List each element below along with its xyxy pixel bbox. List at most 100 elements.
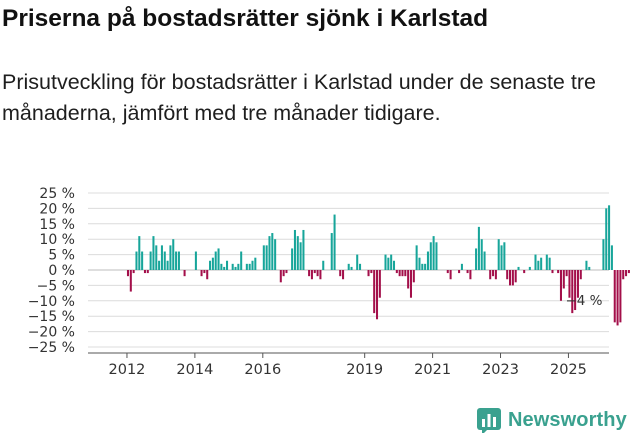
bar <box>605 208 608 270</box>
bar <box>322 260 325 270</box>
bar <box>160 245 163 270</box>
bar <box>421 263 424 270</box>
y-axis-labels: 25 %20 %15 %10 %5 %0 %−5 %−10 %−15 %−20 … <box>28 186 75 356</box>
y-tick-label: 20 % <box>39 201 75 217</box>
bar <box>398 270 401 277</box>
bar <box>234 266 237 270</box>
bar <box>540 257 543 270</box>
y-tick-label: 5 % <box>48 248 75 264</box>
bar <box>559 270 562 301</box>
bar <box>619 270 622 323</box>
bar <box>149 251 152 270</box>
bar <box>172 239 175 270</box>
bar <box>237 263 240 270</box>
bar <box>401 270 404 277</box>
x-tick-label: 2019 <box>346 362 383 378</box>
bar <box>370 270 373 274</box>
bar <box>545 254 548 270</box>
bar <box>367 270 370 277</box>
x-tick-label: 2012 <box>109 362 146 378</box>
bar <box>274 239 277 270</box>
bar <box>211 257 214 270</box>
price-change-chart: 25 %20 %15 %10 %5 %0 %−5 %−10 %−15 %−20 … <box>28 186 630 378</box>
bar <box>432 236 435 270</box>
bar <box>565 270 568 277</box>
bar <box>503 242 506 270</box>
bar <box>426 251 429 270</box>
bar <box>480 239 483 270</box>
bar <box>475 248 478 270</box>
bar <box>152 236 155 270</box>
bar <box>245 263 248 270</box>
bar <box>608 205 611 270</box>
bar <box>299 242 302 270</box>
bar <box>571 270 574 314</box>
bar <box>466 270 469 274</box>
bar <box>469 270 472 280</box>
bar <box>625 270 628 277</box>
bar <box>248 263 251 270</box>
bar <box>308 270 311 277</box>
bar <box>177 251 180 270</box>
bar <box>418 257 421 270</box>
bar <box>460 263 463 270</box>
bar <box>483 251 486 270</box>
bar <box>613 270 616 323</box>
newsworthy-logo-icon <box>477 408 501 433</box>
bar <box>548 257 551 270</box>
bar <box>169 245 172 270</box>
y-tick-label: −25 % <box>28 340 75 356</box>
bar <box>262 245 265 270</box>
x-axis: 2012 2014 2016 2019 2021 2023 2025 <box>88 352 609 378</box>
bar <box>610 245 613 270</box>
bar <box>285 270 288 274</box>
bar <box>384 254 387 270</box>
bar <box>333 214 336 270</box>
bar <box>319 270 322 280</box>
bar <box>562 270 565 289</box>
bar <box>265 245 268 270</box>
bar <box>429 242 432 270</box>
bar <box>585 260 588 270</box>
bar <box>217 248 220 270</box>
bar <box>489 270 492 280</box>
bar <box>376 270 379 320</box>
bar <box>279 270 282 283</box>
y-tick-label: −10 % <box>28 294 75 310</box>
bar <box>296 236 299 270</box>
x-tick-label: 2016 <box>244 362 281 378</box>
bar <box>226 260 229 270</box>
bar <box>412 270 415 283</box>
bar <box>342 270 345 280</box>
bar <box>175 251 178 270</box>
chart-title: Priserna på bostadsrätter sjönk i Karlst… <box>2 5 489 32</box>
bar <box>240 251 243 270</box>
chart-subtitle: Prisutveckling för bostadsrätter i Karls… <box>2 70 596 125</box>
bar <box>528 266 531 270</box>
bar <box>206 270 209 280</box>
bar <box>588 266 591 270</box>
bar <box>254 257 257 270</box>
bar <box>579 270 582 280</box>
bar <box>446 270 449 274</box>
bar <box>291 248 294 270</box>
bar <box>132 270 135 274</box>
bar <box>404 270 407 277</box>
bar <box>209 260 212 270</box>
bar <box>163 251 166 270</box>
bar <box>557 270 560 274</box>
bar <box>302 229 305 270</box>
bar <box>449 270 452 280</box>
bar <box>424 263 427 270</box>
bar <box>373 270 376 314</box>
bar <box>268 236 271 270</box>
y-tick-label: −15 % <box>28 309 75 325</box>
bar <box>339 270 342 277</box>
y-tick-label: 0 % <box>48 263 75 279</box>
bar <box>350 266 353 270</box>
bar <box>183 270 186 277</box>
y-tick-label: 25 % <box>39 186 75 202</box>
bar <box>138 236 141 270</box>
bar <box>135 251 138 270</box>
x-tick-label: 2023 <box>482 362 519 378</box>
